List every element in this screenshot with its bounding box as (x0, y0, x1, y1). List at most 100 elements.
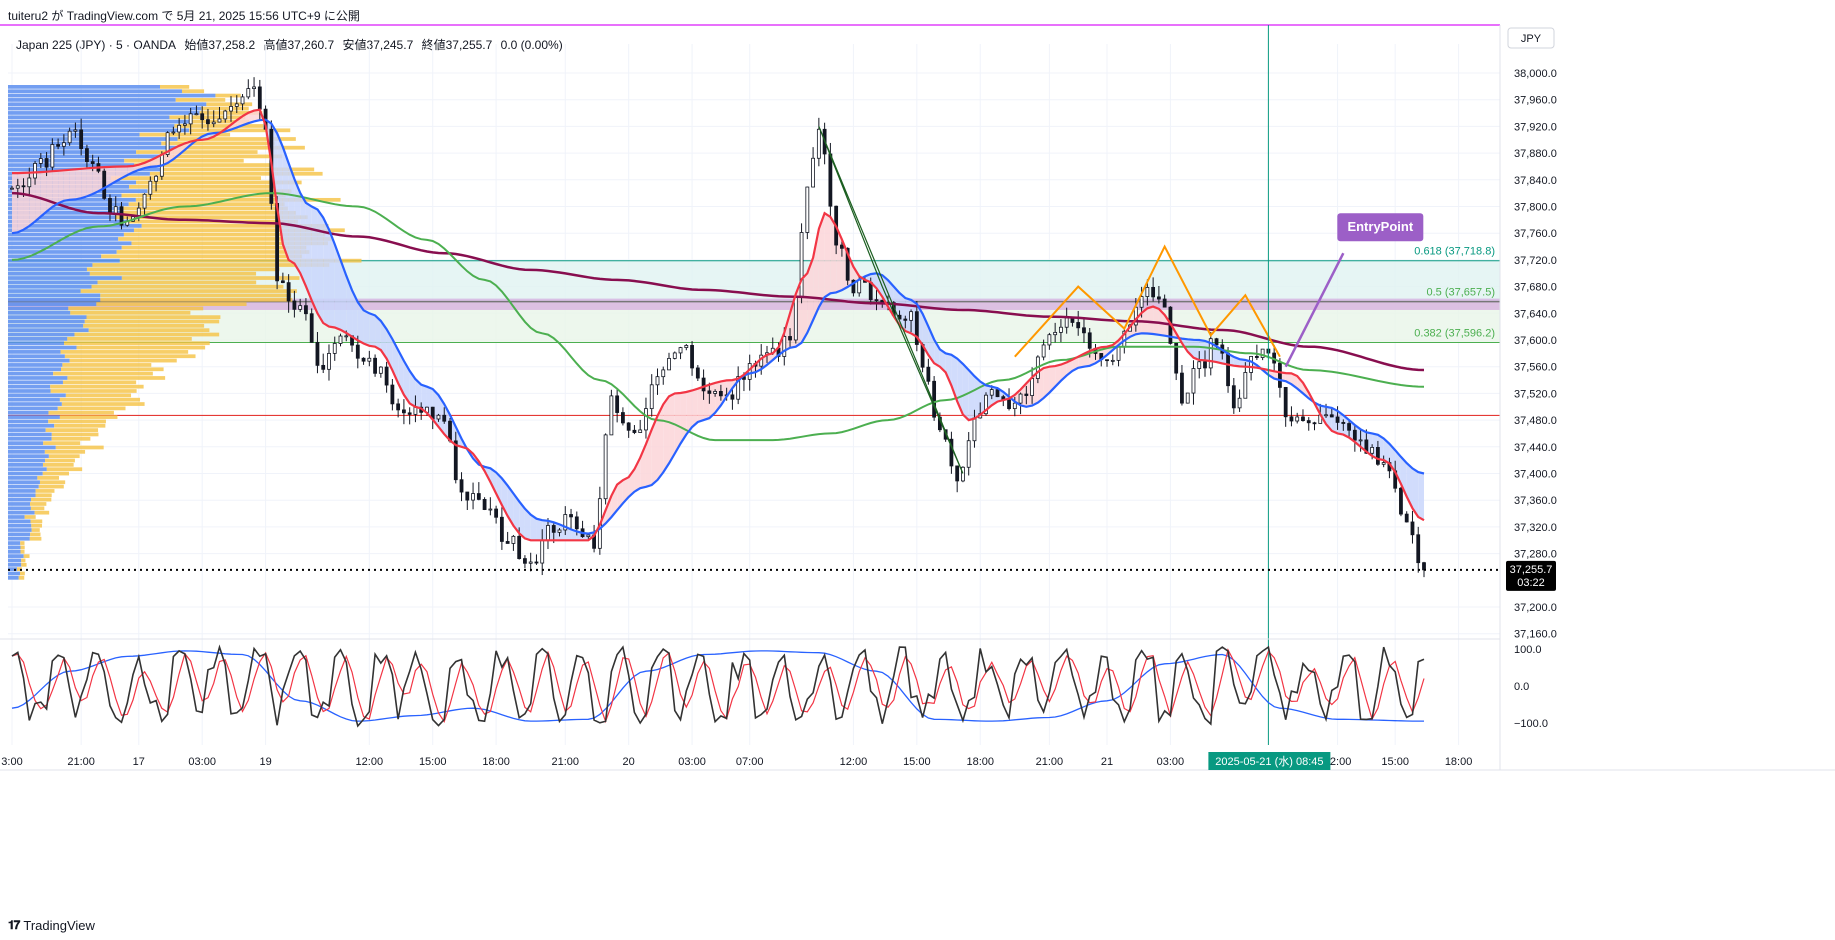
volume-bar-down (35, 489, 55, 493)
ema-cloud-segment (300, 192, 306, 287)
ema-cloud-segment (369, 313, 376, 347)
volume-bar-down (118, 237, 334, 241)
candle-body (1295, 416, 1300, 422)
candle-body (73, 129, 78, 132)
volume-bar-up (8, 124, 175, 128)
volume-bar-down (116, 250, 310, 254)
entry-arrow-line (1284, 252, 1345, 368)
volume-bar-up (8, 210, 122, 215)
volume-bar-up (8, 367, 62, 372)
candle-body (315, 341, 320, 366)
price-tick-label: 37,600.0 (1514, 335, 1557, 347)
time-tick-label: 15:00 (419, 756, 447, 768)
volume-bar-down (18, 575, 25, 580)
volume-bar-down (31, 528, 40, 532)
candle-body (177, 124, 182, 133)
time-tick-label: 03:00 (1157, 756, 1185, 768)
change-value: 0.0 (0.00%) (500, 38, 563, 52)
candle-body (1283, 387, 1288, 418)
candle-body (949, 438, 954, 467)
volume-bar-up (8, 336, 68, 341)
ema-cloud-segment (876, 273, 883, 297)
volume-bar-down (30, 506, 45, 511)
time-tick-label: 18:00 (1445, 756, 1473, 768)
candle-body (15, 185, 20, 189)
time-tick-label: 3:00 (1, 756, 22, 768)
candle-body (1306, 420, 1311, 424)
candle-body (816, 128, 821, 159)
candle-body (56, 144, 61, 147)
ema-cloud-segment (951, 354, 958, 402)
instrument-name[interactable]: Japan 225 (JPY) · 5 · OANDA (16, 38, 177, 52)
candle-body (1231, 385, 1236, 409)
candle-body (119, 206, 124, 226)
volume-bar-down (131, 241, 328, 246)
ema-cloud-segment (692, 388, 698, 428)
volume-bar-down (115, 215, 308, 220)
candle-body (223, 110, 228, 120)
volume-bar-down (174, 124, 264, 128)
volume-bar-down (65, 393, 132, 398)
volume-bar-up (8, 436, 52, 441)
ema-cloud-segment (69, 169, 76, 200)
candle-body (1358, 439, 1363, 442)
volume-bar-up (8, 289, 81, 293)
candle-body (667, 357, 671, 371)
ema-cloud-segment (352, 290, 358, 341)
candle-body (1082, 327, 1086, 334)
candle-body (569, 514, 573, 518)
candle-body (234, 103, 239, 107)
price-tick-label: 37,920.0 (1514, 121, 1557, 133)
candle-body (684, 345, 689, 348)
candle-body (955, 465, 960, 482)
volume-bar-up (8, 206, 124, 211)
volume-bar-up (8, 528, 32, 532)
price-tick-label: 37,160.0 (1514, 629, 1557, 641)
ema-cloud-segment (1049, 366, 1056, 393)
candle-body (1180, 372, 1184, 404)
price-tick-label: 37,440.0 (1514, 442, 1557, 454)
time-tick-label: 17 (133, 756, 145, 768)
time-tick-label: 19 (259, 756, 271, 768)
volume-bar-down (149, 171, 323, 176)
volume-bar-up (8, 462, 43, 467)
volume-bar-up (8, 276, 122, 280)
ema-cloud-segment (403, 360, 410, 404)
candle-body (182, 123, 187, 126)
volume-bar-down (76, 345, 206, 350)
volume-bar-up (8, 458, 46, 463)
low-value: 安値37,245.7 (342, 38, 414, 52)
volume-bar-down (51, 432, 99, 437)
volume-bar-down (57, 406, 126, 411)
volume-bar-up (8, 549, 21, 554)
volume-bar-down (88, 328, 210, 333)
price-chart[interactable]: 0.618 (37,718.8) 0.5 (37,657.5) 0.382 (37,… (0, 0, 1835, 910)
candle-body (1145, 286, 1150, 297)
volume-bar-down (70, 310, 191, 315)
volume-bar-down (30, 532, 41, 537)
volume-bar-up (8, 406, 58, 411)
candle-body (1151, 286, 1156, 298)
candle-body (828, 153, 833, 207)
ema-cloud-segment (715, 381, 721, 413)
ema-cloud-segment (507, 485, 514, 526)
volume-bar-down (206, 102, 253, 107)
time-tick-label: 12:00 (1324, 756, 1352, 768)
volume-bar-down (24, 515, 36, 519)
volume-bar-down (50, 384, 144, 389)
time-tick-label: 12:00 (356, 756, 384, 768)
osc-tick-label: 100.0 (1514, 644, 1542, 656)
head-shoulders-pattern (1014, 244, 1281, 358)
candle-body (413, 406, 418, 415)
volume-bar-down (31, 523, 43, 528)
price-tick-label: 37,880.0 (1514, 148, 1557, 160)
volume-bar-up (8, 150, 137, 154)
ema-cloud-segment (524, 508, 531, 541)
volume-bar-up (8, 480, 40, 485)
volume-bar-up (8, 423, 55, 428)
candle-body (171, 131, 176, 134)
time-tick-label: 21:00 (1036, 756, 1064, 768)
candle-body (551, 525, 556, 533)
volume-bar-down (30, 519, 43, 524)
volume-bar-up (8, 428, 46, 432)
